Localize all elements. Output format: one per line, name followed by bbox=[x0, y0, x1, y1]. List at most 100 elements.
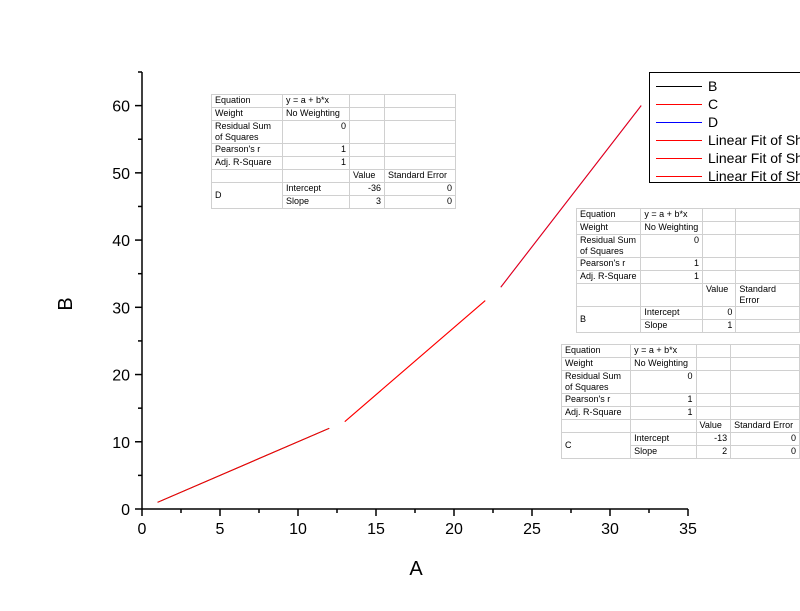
legend-swatch bbox=[656, 121, 702, 123]
equation-value: y = a + b*x bbox=[640, 208, 703, 222]
legend-swatch bbox=[656, 103, 702, 105]
rss-value: 0 bbox=[640, 234, 703, 258]
empty-cell bbox=[730, 357, 800, 371]
y-tick-label: 40 bbox=[112, 233, 130, 250]
value-header: Value bbox=[701, 283, 737, 307]
intercept-value: -13 bbox=[695, 432, 732, 446]
intercept-se: 0 bbox=[730, 432, 800, 446]
legend-item: Linear Fit of Sh bbox=[650, 149, 800, 167]
x-tick-label: 30 bbox=[601, 521, 619, 538]
empty-cell bbox=[560, 419, 632, 433]
legend-item: B bbox=[650, 77, 717, 95]
x-tick-label: 0 bbox=[138, 521, 147, 538]
slope-label: Slope bbox=[630, 445, 697, 459]
intercept-value: 0 bbox=[701, 306, 737, 320]
legend-swatch bbox=[656, 85, 702, 87]
legend-item: C bbox=[650, 95, 718, 113]
empty-cell bbox=[695, 357, 732, 371]
pearson-label: Pearson's r bbox=[560, 393, 632, 407]
group-label: C bbox=[560, 432, 632, 459]
x-tick-label: 15 bbox=[367, 521, 385, 538]
fit-table-d: Equation y = a + b*x Weight No Weighting… bbox=[211, 94, 456, 209]
pearson-value: 1 bbox=[640, 257, 703, 271]
pearson-label: Pearson's r bbox=[575, 257, 642, 271]
slope-label: Slope bbox=[282, 195, 350, 209]
rss-value: 0 bbox=[630, 370, 697, 394]
adjr-label: Adj. R-Square bbox=[560, 406, 632, 420]
group-label: B bbox=[575, 306, 642, 333]
legend-item: Linear Fit of Sh bbox=[650, 131, 800, 149]
empty-cell bbox=[695, 370, 732, 394]
equation-value: y = a + b*x bbox=[630, 344, 697, 358]
legend-item: D bbox=[650, 113, 718, 131]
legend-swatch bbox=[656, 139, 702, 141]
empty-cell bbox=[630, 419, 697, 433]
x-tick-label: 10 bbox=[289, 521, 307, 538]
slope-se: 0 bbox=[384, 195, 456, 209]
weight-value: No Weighting bbox=[640, 221, 703, 235]
series-line-3 bbox=[157, 427, 330, 503]
empty-cell bbox=[730, 406, 800, 420]
fit-table-b: Equation y = a + b*x Weight No Weighting… bbox=[575, 208, 800, 333]
intercept-label: Intercept bbox=[630, 432, 697, 446]
y-tick-label: 30 bbox=[112, 300, 130, 317]
y-tick-label: 50 bbox=[112, 166, 130, 183]
rss-value: 0 bbox=[282, 120, 350, 144]
intercept-label: Intercept bbox=[640, 306, 703, 320]
legend-label: D bbox=[708, 114, 719, 130]
rss-label: Residual Sum of Squares bbox=[575, 234, 642, 258]
series-line-4 bbox=[344, 300, 486, 422]
x-tick-label: 20 bbox=[445, 521, 463, 538]
legend-item: Linear Fit of Sh bbox=[650, 167, 800, 183]
weight-label: Weight bbox=[575, 221, 642, 235]
se-header: Standard Error bbox=[735, 283, 800, 307]
y-tick-label: 60 bbox=[112, 99, 130, 116]
empty-cell bbox=[640, 283, 703, 307]
legend-label: C bbox=[708, 96, 719, 112]
empty-cell bbox=[695, 393, 732, 407]
legend-label: Linear Fit of Sh bbox=[708, 132, 800, 148]
empty-cell bbox=[735, 221, 800, 235]
empty-cell bbox=[735, 257, 800, 271]
empty-cell bbox=[701, 234, 737, 258]
weight-value: No Weighting bbox=[630, 357, 697, 371]
slope-se bbox=[735, 319, 800, 333]
slope-value: 1 bbox=[701, 319, 737, 333]
slope-value: 2 bbox=[695, 445, 732, 459]
empty-cell bbox=[695, 344, 732, 358]
x-tick-label: 35 bbox=[679, 521, 697, 538]
x-axis-label: A bbox=[409, 558, 423, 580]
series-lines bbox=[157, 105, 642, 503]
legend-swatch bbox=[656, 157, 702, 159]
x-tick-label: 5 bbox=[216, 521, 225, 538]
empty-cell bbox=[701, 257, 737, 271]
equation-label: Equation bbox=[575, 208, 642, 222]
empty-cell bbox=[575, 283, 642, 307]
series-line-5 bbox=[500, 105, 642, 288]
legend-label: B bbox=[708, 78, 718, 94]
empty-cell bbox=[701, 208, 737, 222]
value-header: Value bbox=[695, 419, 732, 433]
se-header: Standard Error bbox=[730, 419, 800, 433]
slope-se: 0 bbox=[730, 445, 800, 459]
rss-label: Residual Sum of Squares bbox=[560, 370, 632, 394]
legend-label: Linear Fit of Sh bbox=[708, 168, 800, 183]
empty-cell bbox=[695, 406, 732, 420]
intercept-se bbox=[735, 306, 800, 320]
fit-table-c: Equation y = a + b*x Weight No Weighting… bbox=[560, 344, 800, 459]
legend: B C D Linear Fit of Sh Linear Fit of Sh … bbox=[649, 72, 800, 183]
y-tick-label: 10 bbox=[112, 435, 130, 452]
weight-label: Weight bbox=[560, 357, 632, 371]
y-tick-label: 0 bbox=[121, 502, 130, 519]
pearson-value: 1 bbox=[630, 393, 697, 407]
x-tick-label: 25 bbox=[523, 521, 541, 538]
empty-cell bbox=[730, 393, 800, 407]
empty-cell bbox=[735, 208, 800, 222]
adjr-value: 1 bbox=[640, 270, 703, 284]
adjr-label: Adj. R-Square bbox=[575, 270, 642, 284]
legend-label: Linear Fit of Sh bbox=[708, 150, 800, 166]
y-tick-label: 20 bbox=[112, 368, 130, 385]
